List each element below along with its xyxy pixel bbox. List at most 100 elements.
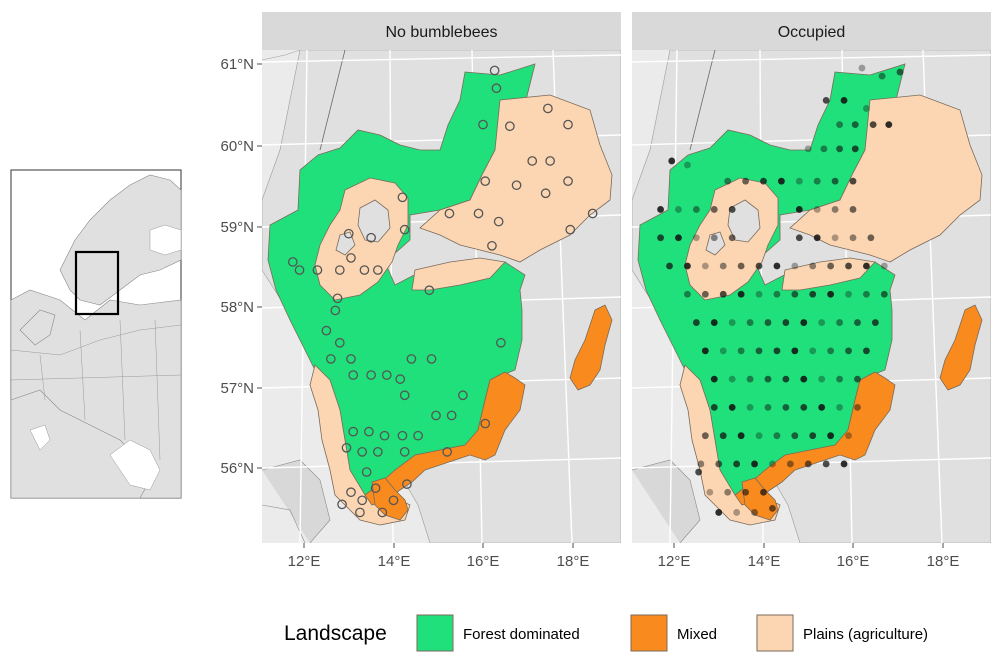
site-marker bbox=[845, 262, 852, 270]
site-marker bbox=[357, 446, 368, 457]
site-marker bbox=[684, 290, 691, 298]
site-marker bbox=[426, 354, 437, 364]
site-marker bbox=[863, 290, 870, 298]
site-marker bbox=[827, 262, 835, 270]
site-marker bbox=[563, 119, 573, 130]
y-tick-label: 57°N bbox=[220, 380, 254, 397]
site-marker bbox=[836, 121, 843, 128]
x-tick-label: 12°E bbox=[658, 553, 691, 570]
site-marker bbox=[366, 232, 376, 243]
site-marker bbox=[715, 509, 723, 516]
site-marker bbox=[355, 507, 365, 518]
legend-label-mixed: Mixed bbox=[677, 626, 717, 643]
site-marker bbox=[845, 290, 852, 298]
site-marker bbox=[724, 488, 732, 496]
site-marker bbox=[786, 460, 794, 468]
site-marker bbox=[458, 390, 468, 401]
legend-swatch-mixed bbox=[630, 614, 668, 652]
study-area-box bbox=[74, 250, 120, 316]
site-marker bbox=[773, 432, 781, 440]
y-tick-label: 61°N bbox=[220, 56, 254, 73]
legend: Landscape Forest dominated Mixed Plains … bbox=[284, 614, 928, 652]
site-marker bbox=[357, 495, 368, 506]
site-marker bbox=[854, 375, 861, 383]
site-marker bbox=[332, 293, 343, 304]
site-marker bbox=[737, 290, 745, 298]
site-marker bbox=[818, 404, 826, 411]
site-marker bbox=[348, 370, 359, 380]
site-marker bbox=[791, 432, 799, 440]
site-marker bbox=[836, 404, 843, 411]
site-marker bbox=[769, 460, 776, 468]
site-marker bbox=[480, 176, 491, 187]
y-tick-label: 60°N bbox=[220, 138, 254, 155]
site-marker bbox=[813, 177, 821, 185]
site-marker bbox=[733, 460, 741, 468]
site-marker bbox=[321, 325, 332, 336]
site-marker bbox=[343, 228, 354, 239]
site-marker bbox=[496, 337, 506, 348]
site-marker bbox=[809, 290, 817, 298]
site-marker bbox=[399, 446, 410, 457]
europe-inset-map bbox=[10, 169, 182, 499]
site-marker bbox=[751, 509, 758, 516]
site-marker bbox=[791, 347, 799, 355]
site-marker bbox=[684, 262, 691, 270]
site-marker bbox=[845, 347, 852, 355]
site-marker bbox=[668, 157, 676, 165]
site-marker bbox=[706, 488, 714, 496]
site-marker bbox=[701, 262, 709, 270]
site-marker bbox=[800, 375, 808, 383]
site-marker bbox=[695, 468, 703, 476]
site-marker bbox=[778, 177, 785, 185]
site-marker bbox=[728, 319, 736, 326]
x-tick-label: 12°E bbox=[288, 553, 321, 570]
site-marker bbox=[880, 290, 888, 298]
y-tick-label: 56°N bbox=[220, 460, 254, 477]
site-marker bbox=[854, 319, 861, 326]
site-marker bbox=[728, 206, 736, 213]
site-marker bbox=[675, 234, 682, 242]
legend-label-plains: Plains (agriculture) bbox=[803, 626, 928, 643]
site-marker bbox=[728, 234, 736, 242]
site-marker bbox=[724, 177, 732, 185]
site-marker bbox=[346, 487, 356, 498]
site-marker bbox=[372, 265, 383, 275]
site-marker bbox=[399, 224, 410, 235]
site-marker bbox=[346, 354, 356, 364]
sites-occupied bbox=[657, 64, 904, 516]
site-marker bbox=[849, 234, 857, 242]
site-marker bbox=[742, 488, 749, 496]
site-marker bbox=[563, 176, 573, 187]
site-marker bbox=[858, 64, 866, 72]
site-marker bbox=[287, 257, 298, 267]
site-marker bbox=[372, 446, 383, 457]
site-marker bbox=[442, 446, 453, 457]
site-marker bbox=[381, 370, 392, 380]
site-marker bbox=[480, 418, 491, 429]
site-marker bbox=[813, 206, 821, 213]
site-marker bbox=[827, 290, 835, 298]
site-marker bbox=[746, 319, 754, 326]
site-marker bbox=[402, 479, 412, 490]
site-marker bbox=[795, 177, 803, 185]
site-marker bbox=[871, 319, 879, 326]
site-marker bbox=[804, 460, 812, 468]
x-axis-left: 12°E 14°E 16°E 18°E bbox=[288, 543, 589, 570]
site-marker bbox=[511, 180, 522, 191]
site-marker bbox=[487, 240, 497, 251]
panel-occupied: Occupied bbox=[632, 12, 991, 543]
site-marker bbox=[764, 319, 772, 326]
site-marker bbox=[782, 319, 790, 326]
site-marker bbox=[397, 430, 408, 441]
site-marker bbox=[666, 262, 673, 270]
site-marker bbox=[399, 390, 410, 401]
panel-title-no-bumblebees: No bumblebees bbox=[385, 24, 497, 41]
site-marker bbox=[710, 319, 718, 326]
y-axis: 61°N 60°N 59°N 58°N 57°N 56°N bbox=[220, 56, 262, 477]
site-marker bbox=[473, 208, 484, 219]
site-marker bbox=[849, 177, 857, 185]
site-marker bbox=[733, 509, 741, 516]
site-marker bbox=[809, 347, 817, 355]
site-marker bbox=[851, 145, 859, 153]
